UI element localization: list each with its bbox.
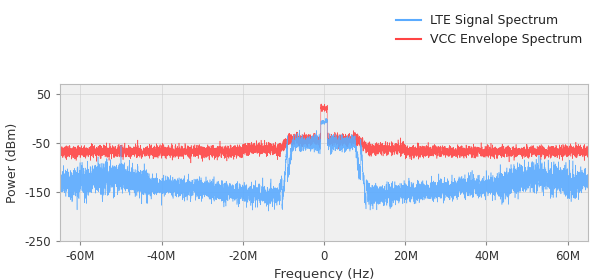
- X-axis label: Frequency (Hz): Frequency (Hz): [274, 269, 374, 280]
- Y-axis label: Power (dBm): Power (dBm): [6, 122, 19, 202]
- Legend: LTE Signal Spectrum, VCC Envelope Spectrum: LTE Signal Spectrum, VCC Envelope Spectr…: [391, 9, 588, 51]
